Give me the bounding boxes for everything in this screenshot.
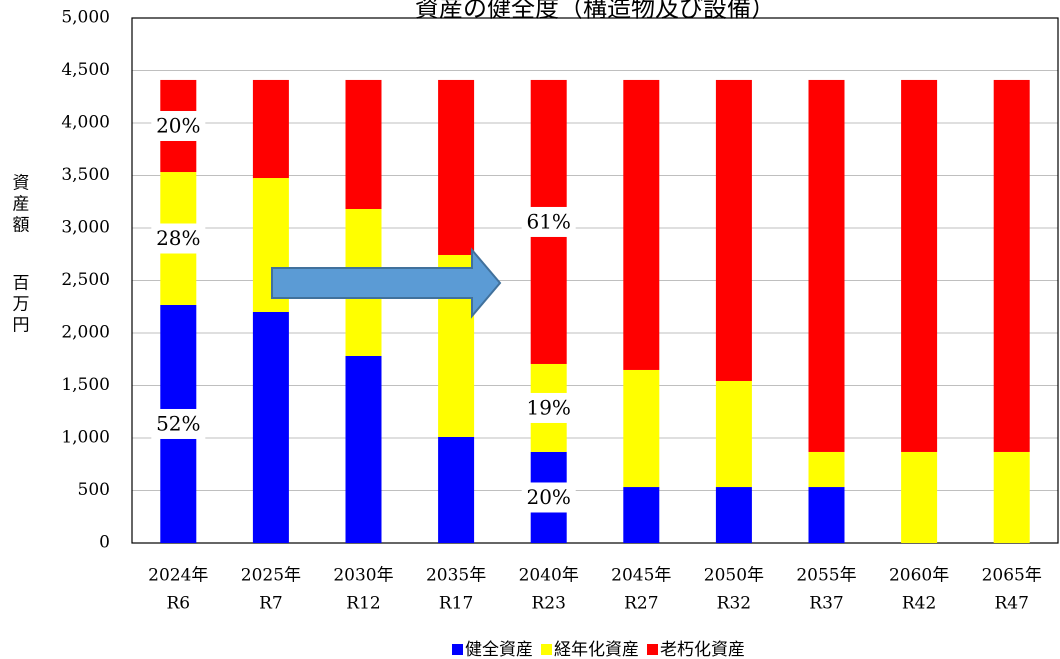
bar-segment (901, 451, 938, 543)
x-tick-label: 2035年 (426, 566, 486, 586)
bar-segment (623, 369, 660, 488)
data-label-box (151, 223, 206, 254)
trend-arrow (271, 247, 502, 319)
x-tick-label: R37 (809, 594, 843, 614)
x-tick-label: R7 (259, 594, 283, 614)
x-tick-label: R47 (994, 594, 1028, 614)
data-label: 28% (156, 226, 200, 250)
data-label-box (151, 408, 206, 439)
data-label: 20% (156, 113, 200, 137)
x-tick-label: 2065年 (982, 566, 1042, 586)
bar-segment (901, 79, 938, 452)
bar-segment (808, 451, 845, 488)
x-tick-label: R12 (346, 594, 380, 614)
bar-segment (715, 380, 752, 488)
bar-segment (438, 436, 475, 543)
x-tick-label: 2030年 (333, 566, 393, 586)
y-axis-unit: 百万円 (9, 274, 30, 337)
y-axis-label: 資産額 (9, 173, 30, 236)
legend-label: 経年化資産 (554, 640, 639, 659)
data-label-box (521, 482, 576, 513)
y-tick-label: 4,000 (61, 113, 110, 133)
data-label-box (151, 110, 206, 141)
bar-segment (808, 79, 845, 452)
x-tick-label: 2045年 (611, 566, 671, 586)
data-label: 52% (156, 411, 200, 435)
bar-segment (993, 79, 1030, 452)
legend-swatch (452, 644, 463, 655)
legend-label: 老朽化資産 (660, 640, 745, 659)
data-label: 19% (526, 395, 570, 419)
bar-segment (993, 451, 1030, 543)
data-label: 61% (526, 209, 570, 233)
y-tick-label: 3,000 (61, 218, 110, 238)
legend-swatch (541, 644, 552, 655)
y-tick-label: 4,500 (61, 60, 110, 80)
x-tick-label: R17 (439, 594, 473, 614)
bar-segment (252, 312, 289, 543)
bar-segment (345, 79, 382, 209)
legend-swatch (647, 644, 658, 655)
y-tick-label: 1,500 (61, 375, 110, 395)
bar-segment (345, 355, 382, 543)
bar-segment (252, 79, 289, 179)
x-tick-label: 2024年 (148, 566, 208, 586)
x-tick-label: R6 (166, 594, 190, 614)
x-tick-label: R23 (531, 594, 565, 614)
data-label-box (521, 392, 576, 423)
y-tick-label: 1,000 (61, 428, 110, 448)
y-tick-label: 5,000 (61, 8, 110, 28)
legend-label: 健全資産 (465, 640, 533, 659)
y-tick-label: 500 (78, 480, 110, 500)
bar-segment (715, 79, 752, 381)
x-tick-label: 2050年 (704, 566, 764, 586)
y-tick-label: 2,000 (61, 323, 110, 343)
plot-border (131, 17, 1059, 544)
bar-segment (623, 487, 660, 543)
chart-title: 資産の健全度（構造物及び設備） (415, 0, 775, 23)
y-tick-label: 2,500 (61, 270, 110, 290)
data-label-box (521, 206, 576, 237)
x-tick-label: 2025年 (241, 566, 301, 586)
x-tick-label: R27 (624, 594, 658, 614)
bar-segment (715, 487, 752, 543)
y-tick-label: 0 (99, 533, 110, 553)
x-tick-label: R32 (717, 594, 751, 614)
bar-segment (623, 79, 660, 370)
bar-segment (808, 487, 845, 543)
x-tick-label: R42 (902, 594, 936, 614)
bar-segment (438, 79, 475, 255)
y-tick-label: 3,500 (61, 165, 110, 185)
x-tick-label: 2060年 (889, 566, 949, 586)
x-tick-label: 2055年 (796, 566, 856, 586)
x-tick-label: 2040年 (519, 566, 579, 586)
data-label: 20% (526, 485, 570, 509)
